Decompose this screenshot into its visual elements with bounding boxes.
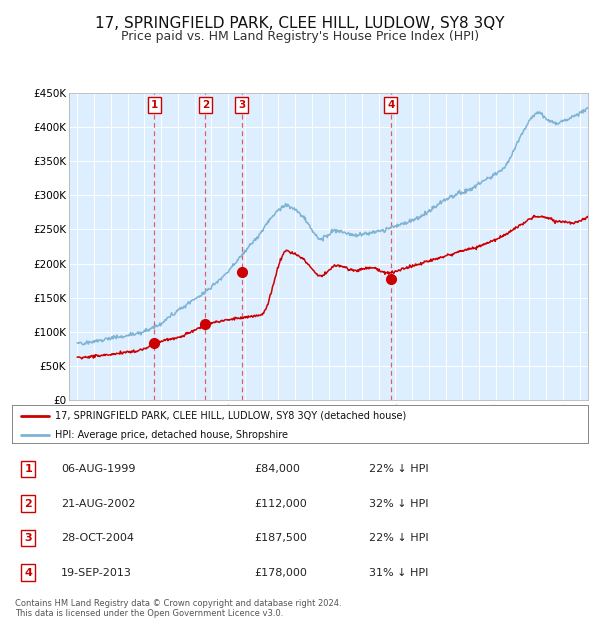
Text: Contains HM Land Registry data © Crown copyright and database right 2024.
This d: Contains HM Land Registry data © Crown c… [15, 599, 341, 618]
Bar [154, 93, 391, 400]
Text: 17, SPRINGFIELD PARK, CLEE HILL, LUDLOW, SY8 3QY (detached house): 17, SPRINGFIELD PARK, CLEE HILL, LUDLOW,… [55, 410, 406, 420]
Text: Price paid vs. HM Land Registry's House Price Index (HPI): Price paid vs. HM Land Registry's House … [121, 30, 479, 43]
Text: 3: 3 [238, 100, 245, 110]
Text: £187,500: £187,500 [254, 533, 307, 543]
Text: 1: 1 [151, 100, 158, 110]
Text: 31% ↓ HPI: 31% ↓ HPI [369, 568, 428, 578]
Text: 19-SEP-2013: 19-SEP-2013 [61, 568, 132, 578]
Text: £178,000: £178,000 [254, 568, 307, 578]
Text: 06-AUG-1999: 06-AUG-1999 [61, 464, 136, 474]
Text: 28-OCT-2004: 28-OCT-2004 [61, 533, 134, 543]
Text: HPI: Average price, detached house, Shropshire: HPI: Average price, detached house, Shro… [55, 430, 288, 440]
Text: 4: 4 [387, 100, 394, 110]
Text: £112,000: £112,000 [254, 498, 307, 508]
Text: £84,000: £84,000 [254, 464, 300, 474]
Text: 3: 3 [25, 533, 32, 543]
Text: 1: 1 [24, 464, 32, 474]
Text: 4: 4 [24, 568, 32, 578]
Text: 22% ↓ HPI: 22% ↓ HPI [369, 464, 429, 474]
Text: 22% ↓ HPI: 22% ↓ HPI [369, 533, 429, 543]
Text: 17, SPRINGFIELD PARK, CLEE HILL, LUDLOW, SY8 3QY: 17, SPRINGFIELD PARK, CLEE HILL, LUDLOW,… [95, 16, 505, 30]
Text: 2: 2 [202, 100, 209, 110]
Text: 2: 2 [24, 498, 32, 508]
Text: 32% ↓ HPI: 32% ↓ HPI [369, 498, 428, 508]
Text: 21-AUG-2002: 21-AUG-2002 [61, 498, 136, 508]
